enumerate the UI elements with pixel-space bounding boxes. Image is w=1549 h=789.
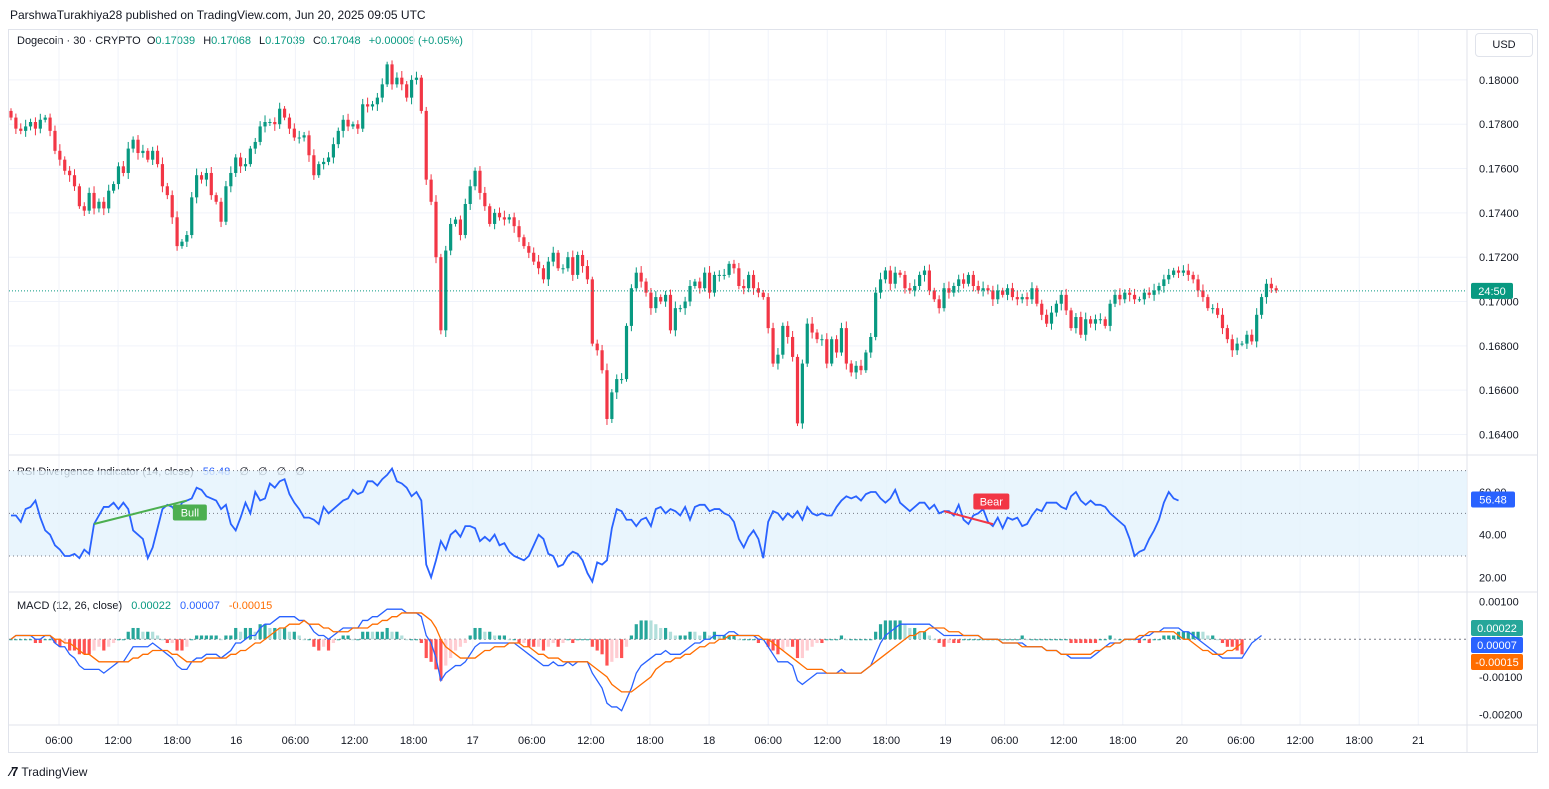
open-label: O	[146, 35, 156, 47]
footer-brand[interactable]: ⁄7 TradingView	[10, 764, 87, 779]
rsi-value: 56.48	[202, 466, 231, 478]
macd-hist-value: 0.00022	[131, 600, 171, 612]
tradingview-logo-icon: ⁄7	[10, 764, 18, 779]
currency-button[interactable]: USD	[1475, 33, 1533, 57]
macd-signal-value: -0.00015	[228, 600, 273, 612]
rsi-legend: RSI Divergence Indicator (14, close) 56.…	[17, 465, 311, 478]
rsi-title[interactable]: RSI Divergence Indicator (14, close)	[17, 466, 194, 478]
macd-title[interactable]: MACD (12, 26, close)	[17, 600, 123, 612]
rsi-extra-3: ∅	[276, 466, 287, 478]
chart-frame[interactable]	[8, 29, 1538, 753]
open-value: 0.17039	[155, 35, 196, 47]
rsi-extra-1: ∅	[239, 466, 249, 478]
low-value: 0.17039	[265, 35, 305, 47]
high-label: H	[203, 35, 212, 47]
footer-brand-label: TradingView	[21, 764, 88, 779]
symbol-legend: Dogecoin · 30 · CRYPTO O0.17039 H0.17068…	[17, 35, 468, 47]
low-label: L	[259, 35, 266, 47]
symbol-name[interactable]: Dogecoin · 30 · CRYPTO	[17, 35, 141, 47]
rsi-extra-2: ∅	[258, 466, 268, 478]
rsi-extra-4: ∅	[295, 466, 305, 478]
close-label: C	[312, 35, 321, 47]
publisher-line: ParshwaTurakhiya28 published on TradingV…	[10, 8, 426, 22]
high-value: 0.17068	[211, 35, 251, 47]
macd-legend: MACD (12, 26, close) 0.00022 0.00007 -0.…	[17, 600, 278, 612]
change-value: +0.00009 (+0.05%)	[368, 35, 463, 47]
macd-line-value: 0.00007	[180, 600, 220, 612]
close-value: 0.17048	[320, 35, 361, 47]
